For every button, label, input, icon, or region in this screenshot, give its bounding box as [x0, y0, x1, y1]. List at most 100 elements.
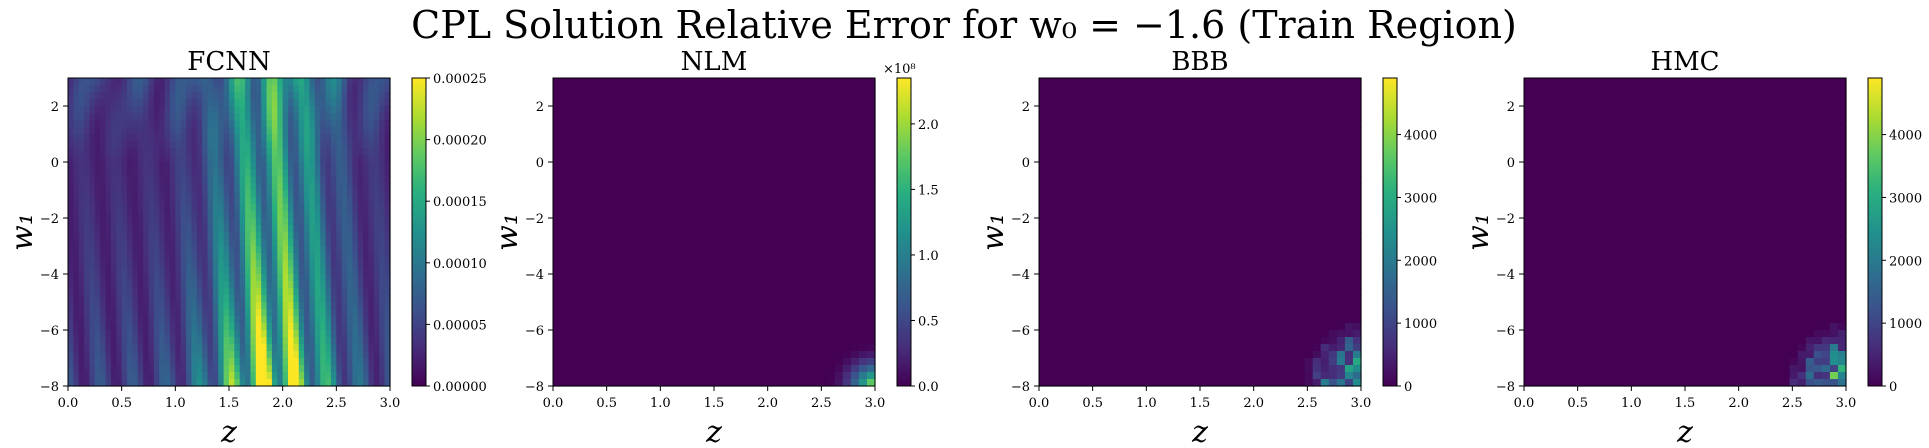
heatmap-cell [164, 113, 171, 121]
heatmap-cell [593, 316, 602, 324]
heatmap-cell [585, 302, 594, 310]
heatmap-cell [714, 274, 723, 282]
heatmap-cell [84, 351, 91, 359]
heatmap-cell [207, 288, 214, 296]
heatmap-cell [186, 92, 193, 100]
heatmap-cell [665, 232, 675, 240]
heatmap-cell [250, 253, 257, 261]
heatmap-cell [116, 295, 123, 303]
heatmap-cell [132, 232, 139, 240]
heatmap-cell [212, 176, 219, 184]
heatmap-cell [239, 92, 246, 100]
heatmap-cell [689, 246, 699, 254]
heatmap-cell [218, 323, 225, 331]
heatmap-cell [762, 141, 771, 149]
heatmap-cell [100, 344, 107, 352]
heatmap-cell [601, 85, 610, 93]
heatmap-cell [127, 106, 133, 114]
heatmap-cell [1119, 162, 1129, 170]
heatmap-cell [818, 162, 828, 170]
heatmap-cell [330, 127, 337, 135]
heatmap-cell [810, 239, 820, 247]
heatmap-cell [746, 190, 755, 198]
heatmap-cell [585, 176, 594, 184]
heatmap-cell [1039, 204, 1048, 212]
heatmap-cell [78, 309, 85, 317]
heatmap-cell [553, 274, 562, 282]
heatmap-cell [84, 113, 91, 121]
heatmap-cell [738, 288, 747, 296]
heatmap-cell [561, 239, 570, 247]
heatmap-cell [665, 358, 675, 366]
heatmap-cell [384, 141, 391, 149]
heatmap-cell [94, 225, 101, 233]
heatmap-cell [818, 302, 828, 310]
heatmap-cell [1087, 246, 1096, 254]
heatmap-cell [105, 323, 112, 331]
heatmap-cell [207, 309, 214, 317]
heatmap-cell [625, 330, 635, 338]
heatmap-cell [202, 288, 209, 296]
heatmap-cell [282, 99, 289, 107]
heatmap-cell [68, 358, 74, 366]
heatmap-cell [137, 113, 144, 121]
heatmap-cell [148, 309, 155, 317]
heatmap-cell [255, 134, 262, 142]
heatmap-cell [1047, 379, 1056, 387]
heatmap-cell [601, 351, 610, 359]
heatmap-cell [673, 134, 683, 142]
heatmap-cell [159, 274, 166, 282]
heatmap-cell [842, 78, 852, 86]
heatmap-cell [762, 211, 771, 219]
heatmap-cell [714, 253, 723, 261]
heatmap-cell [746, 85, 755, 93]
heatmap-cell [665, 162, 675, 170]
heatmap-cell [363, 85, 370, 93]
heatmap-cell [754, 162, 763, 170]
heatmap-cell [73, 323, 80, 331]
heatmap-cell [794, 365, 804, 373]
heatmap-cell [325, 211, 332, 219]
heatmap-cell [110, 169, 117, 177]
heatmap-cell [1095, 176, 1104, 184]
heatmap-cell [373, 120, 380, 128]
heatmap-cell [110, 183, 117, 191]
heatmap-cell [561, 281, 570, 289]
heatmap-cell [363, 379, 370, 387]
heatmap-cell [68, 197, 74, 205]
heatmap-cell [577, 323, 586, 331]
colorbar-tick-label: 0.00020 [433, 134, 487, 149]
heatmap-cell [314, 218, 321, 226]
heatmap-cell [633, 253, 643, 261]
heatmap-cell [1047, 267, 1056, 275]
heatmap-cell [255, 358, 262, 366]
heatmap-cell [866, 78, 876, 86]
heatmap-cell [379, 148, 386, 156]
heatmap-cell [288, 372, 294, 380]
heatmap-cell [191, 281, 198, 289]
heatmap-cell [794, 190, 804, 198]
heatmap-cell [357, 253, 364, 261]
heatmap-cell [561, 379, 570, 387]
heatmap-cell [373, 113, 380, 121]
heatmap-cell [834, 281, 844, 289]
heatmap-cell [153, 99, 160, 107]
heatmap-cell [577, 85, 586, 93]
heatmap-cell [234, 120, 241, 128]
heatmap-cell [553, 344, 562, 352]
heatmap-cell [212, 309, 219, 317]
heatmap-cell [826, 295, 836, 303]
heatmap-cell [842, 337, 852, 345]
heatmap-cell [89, 78, 96, 86]
heatmap-cell [1047, 309, 1056, 317]
heatmap-cell [282, 127, 289, 135]
heatmap-cell [282, 379, 289, 387]
colorbar-tick-label: 0.00025 [433, 72, 487, 87]
heatmap-cell [689, 141, 699, 149]
heatmap-cell [68, 162, 74, 170]
heatmap-cell [665, 337, 675, 345]
heatmap-cell [794, 218, 804, 226]
heatmap-cell [325, 330, 332, 338]
heatmap-cell [250, 379, 257, 387]
